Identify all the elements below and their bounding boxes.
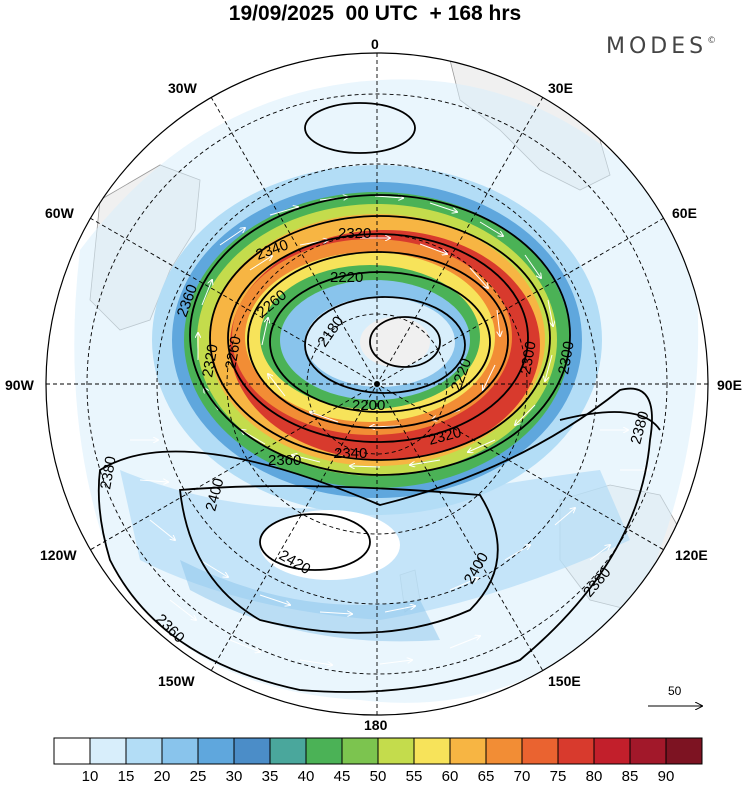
colorbar [53,737,703,765]
colorbar-box [305,737,343,765]
south-pole-marker [374,381,380,387]
colorbar-tick-label: 90 [657,768,675,785]
colorbar-tick-label: 60 [441,768,459,785]
shade-southern-cut [260,510,400,580]
colorbar-box [125,737,163,765]
colorbar-tick-label: 65 [477,768,495,785]
colorbar-box [665,737,703,765]
colorbar-box [629,737,667,765]
colorbar-tick-label: 15 [117,768,135,785]
map-boundary [45,52,709,716]
colorbar-box [197,737,235,765]
contour-label: 2200 [352,397,385,414]
colorbar-box [521,737,559,765]
contour-label: 2320 [338,225,371,242]
contour-label: 2320 [199,343,222,379]
colorbar-tick-label: 25 [189,768,207,785]
shade-calm-core [360,317,430,367]
lon-label-90w: 90W [5,377,34,393]
contour-label: 2220 [330,269,363,286]
colorbar-tick-label: 10 [81,768,99,785]
colorbar-box [161,737,199,765]
colorbar-tick-label: 70 [513,768,531,785]
contour-label: 2360 [268,452,301,469]
lon-label-0: 0 [371,36,379,52]
wind-speed-shading [74,79,699,703]
lon-label-150e: 150E [548,673,581,689]
shade-southern-band-inner [180,560,440,642]
map-title: 19/09/2025 00 UTC + 168 hrs [228,2,522,25]
height-contours [97,102,661,693]
colorbar-tick-label: 55 [405,768,423,785]
colorbar-box [269,737,307,765]
lon-label-120e: 120E [675,547,708,563]
colorbar-tick-label: 50 [369,768,387,785]
reference-vector-label: 50 [668,684,682,698]
colorbar-box [449,737,487,765]
colorbar-tick-label: 35 [261,768,279,785]
colorbar-box [557,737,595,765]
colorbar-tick-label: 20 [153,768,171,785]
brand-logo: MODES© [606,34,716,59]
contour-label: 2340 [334,445,367,462]
colorbar-box [233,737,271,765]
colorbar-box [593,737,631,765]
lon-label-60e: 60E [672,205,697,221]
lon-label-30e: 30E [548,80,573,96]
lon-label-150w: 150W [158,673,195,689]
contour-label: 2380 [97,455,120,491]
colorbar-box [413,737,451,765]
colorbar-tick-label: 85 [621,768,639,785]
lon-label-120w: 120W [40,547,77,563]
colorbar-tick-label: 30 [225,768,243,785]
lon-label-60w: 60W [45,205,74,221]
colorbar-tick-label: 80 [585,768,603,785]
colorbar-tick-label: 40 [297,768,315,785]
colorbar-tick-label: 75 [549,768,567,785]
brand-name: MODES [606,34,708,59]
colorbar-box [53,737,91,765]
colorbar-box [485,737,523,765]
brand-mark: © [707,36,717,46]
contour-label: 2300 [555,340,578,376]
colorbar-box [377,737,415,765]
colorbar-box [341,737,379,765]
lon-label-30w: 30W [168,80,197,96]
colorbar-box [89,737,127,765]
colorbar-tick-label: 45 [333,768,351,785]
contour-label: 2300 [517,340,540,376]
lon-label-90e: 90E [717,377,742,393]
contour-label: 2260 [222,335,245,371]
lon-label-180: 180 [364,717,388,733]
